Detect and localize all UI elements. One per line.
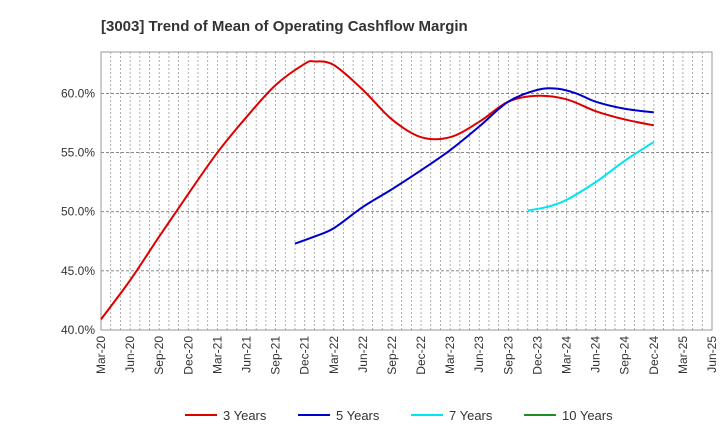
x-tick-label: Jun-25 bbox=[705, 336, 719, 373]
x-tick-label: Jun-23 bbox=[472, 336, 486, 373]
y-tick-label: 60.0% bbox=[61, 86, 95, 100]
x-tick-label: Mar-21 bbox=[210, 336, 224, 374]
x-tick-label: Sep-22 bbox=[385, 336, 399, 375]
x-tick-label: Sep-20 bbox=[152, 336, 166, 375]
x-tick-label: Dec-20 bbox=[181, 336, 195, 375]
y-axis-ticks: 40.0% 45.0% 50.0% 55.0% 60.0% bbox=[61, 86, 95, 337]
plot-frame bbox=[100, 51, 713, 331]
series-line-7-years bbox=[527, 141, 655, 212]
series-line-5-years bbox=[294, 87, 654, 245]
x-tick-label: Dec-24 bbox=[647, 336, 661, 375]
x-tick-label: Sep-23 bbox=[501, 336, 515, 375]
x-tick-label: Jun-24 bbox=[589, 336, 603, 373]
x-axis-ticks: Mar-20 Jun-20 Sep-20 Dec-20 Mar-21 Jun-21 Sep-… bbox=[94, 336, 719, 375]
chart-title: [3003] Trend of Mean of Operating Cashfl… bbox=[101, 18, 468, 35]
y-tick-label: 50.0% bbox=[61, 205, 95, 219]
x-tick-label: Jun-22 bbox=[356, 336, 370, 373]
x-tick-label: Sep-24 bbox=[618, 336, 632, 375]
x-tick-label: Mar-22 bbox=[327, 336, 341, 374]
x-tick-label: Mar-23 bbox=[443, 336, 457, 374]
x-tick-label: Dec-23 bbox=[530, 336, 544, 375]
x-tick-label: Mar-25 bbox=[676, 336, 690, 374]
x-tick-label: Dec-21 bbox=[298, 336, 312, 375]
legend-label-3-years: 3 Years bbox=[223, 408, 267, 423]
x-tick-label: Sep-21 bbox=[269, 336, 283, 375]
legend-label-10-years: 10 Years bbox=[562, 408, 613, 423]
x-tick-label: Jun-21 bbox=[239, 336, 253, 373]
x-tick-label: Mar-24 bbox=[560, 336, 574, 374]
x-tick-label: Dec-22 bbox=[414, 336, 428, 375]
series-layer bbox=[100, 60, 655, 320]
legend-label-5-years: 5 Years bbox=[336, 408, 380, 423]
y-tick-label: 40.0% bbox=[61, 323, 95, 337]
legend: 3 Years 5 Years 7 Years 10 Years bbox=[185, 408, 613, 423]
legend-label-7-years: 7 Years bbox=[449, 408, 493, 423]
x-tick-label: Mar-20 bbox=[94, 336, 108, 374]
x-tick-label: Jun-20 bbox=[123, 336, 137, 373]
y-tick-label: 45.0% bbox=[61, 264, 95, 278]
grid bbox=[101, 52, 712, 331]
y-tick-label: 55.0% bbox=[61, 146, 95, 160]
series-line-3-years bbox=[100, 60, 655, 320]
